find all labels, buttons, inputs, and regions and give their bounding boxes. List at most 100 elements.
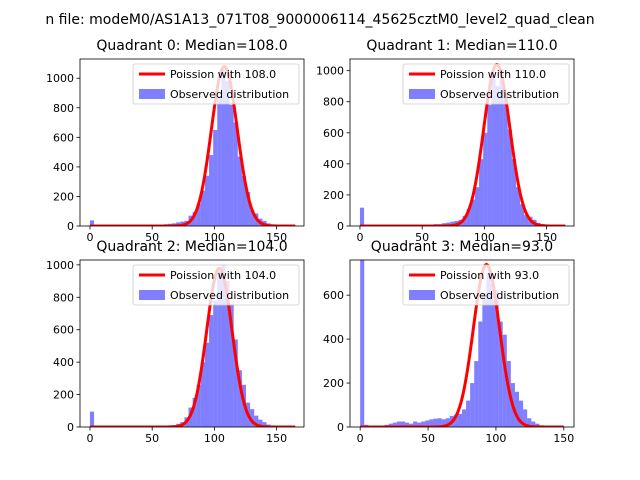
hist-bar [258, 419, 263, 427]
x-tick-label: 100 [485, 432, 506, 445]
legend-label-poisson: Poission with 110.0 [440, 68, 546, 81]
hist-bar [262, 422, 267, 427]
hist-bar [487, 104, 492, 226]
hist-bar [237, 156, 242, 226]
hist-bar [225, 81, 230, 226]
x-tick-label: 50 [145, 432, 159, 445]
hist-bar [417, 422, 422, 427]
poisson-curve [89, 64, 296, 226]
plot-area [360, 260, 564, 427]
x-tick-label: 50 [145, 231, 159, 244]
hist-bar [519, 400, 524, 427]
plot-area [89, 264, 296, 427]
hist-bar [503, 93, 508, 226]
hist-bar [200, 190, 205, 226]
x-tick-label: 150 [266, 432, 287, 445]
legend: Poission with 108.0 Observed distribution [132, 63, 300, 105]
hist-bar [495, 86, 500, 226]
hist-bar [241, 175, 247, 226]
hist-bar [499, 69, 504, 226]
subplot-quadrant-0: 0 50 100 150 0 200 400 600 800 1000 Quadrant 0: Me… [46, 38, 305, 244]
hist-bar [491, 76, 496, 226]
legend-label-observed: Observed distribution [440, 289, 559, 302]
x-tick-label: 50 [421, 432, 435, 445]
hist-bar [520, 204, 525, 226]
y-tick-label: 800 [53, 291, 74, 304]
hist-bar [483, 132, 488, 226]
hist-bar [433, 418, 438, 427]
hist-bar [494, 290, 499, 427]
legend-label-observed: Observed distribution [170, 88, 289, 101]
hist-bar [453, 414, 458, 427]
hist-bar [246, 192, 251, 226]
y-tick-label: 0 [337, 421, 344, 434]
hist-bar [486, 273, 491, 427]
subplot-title: Quadrant 0: Median=108.0 [96, 38, 287, 54]
x-tick-label: 100 [204, 432, 225, 445]
hist-bar [441, 419, 446, 427]
x-tick-label: 150 [553, 432, 574, 445]
hist-bar [400, 421, 405, 427]
hist-bar [204, 342, 210, 427]
hist-bar [531, 421, 536, 427]
poisson-curve [89, 266, 296, 427]
x-tick-label: 150 [536, 231, 557, 244]
hist-bar [250, 409, 255, 427]
hist-bar [200, 362, 205, 427]
subplot-title: Quadrant 1: Median=110.0 [366, 38, 557, 54]
y-tick-label: 1000 [46, 72, 74, 85]
hist-bar [89, 220, 95, 226]
legend-box [402, 63, 570, 105]
hist-bar [445, 418, 450, 427]
legend-swatch-observed [139, 89, 165, 99]
hist-bar [213, 129, 218, 226]
legend-swatch-observed [409, 89, 435, 99]
axes-frame [349, 58, 575, 227]
hist-bar [409, 423, 414, 427]
figure-suptitle: n file: modeM0/AS1A13_071T08_9000006114_… [45, 12, 594, 28]
hist-bar [233, 339, 238, 427]
hist-bar [196, 384, 201, 427]
subplot-title: Quadrant 2: Median=104.0 [96, 239, 287, 255]
hist-bar [176, 222, 181, 226]
hist-bar [446, 222, 451, 226]
y-tick-label: 800 [53, 102, 74, 115]
hist-bar [229, 303, 234, 427]
legend: Poission with 93.0 Observed distribution [402, 264, 570, 306]
hist-bar [192, 211, 197, 226]
legend: Poission with 110.0 Observed distribution [402, 63, 570, 105]
hist-bar [233, 122, 238, 226]
hist-bar [450, 221, 455, 226]
legend-label-observed: Observed distribution [440, 88, 559, 101]
hist-bar [535, 423, 540, 427]
subplot-quadrant-2: 0 50 100 150 0 200 400 600 800 1000 Quadrant 2: Me… [46, 239, 305, 445]
hist-bar [490, 284, 495, 427]
legend-label-poisson: Poission with 108.0 [170, 68, 276, 81]
hist-bar [478, 321, 483, 427]
subplot-quadrant-1: 0 50 100 150 0 200 400 600 800 1000 Quadrant 1: Me… [316, 38, 575, 244]
y-tick-label: 200 [323, 189, 344, 202]
hist-bar [462, 409, 467, 427]
hist-bar [514, 391, 520, 427]
hist-bar [404, 422, 410, 427]
y-tick-label: 600 [323, 127, 344, 140]
hist-bar [89, 411, 95, 427]
legend-swatch-observed [139, 290, 165, 300]
hist-bar [213, 300, 218, 427]
legend-label-poisson: Poission with 93.0 [440, 269, 539, 282]
hist-bar [507, 129, 512, 226]
y-tick-label: 600 [53, 324, 74, 337]
hist-bar [392, 422, 397, 427]
x-tick-label: 100 [474, 231, 495, 244]
x-tick-label: 100 [204, 231, 225, 244]
y-tick-label: 400 [323, 158, 344, 171]
y-tick-label: 200 [53, 190, 74, 203]
plot-area [89, 64, 296, 226]
subplot-quadrant-3: 0 50 100 150 0 200 400 600 Quadrant 3: Median=93… [323, 239, 575, 445]
x-tick-label: 0 [357, 432, 364, 445]
hist-bar [437, 418, 442, 427]
legend-box [132, 63, 300, 105]
hist-bar [470, 383, 475, 427]
hist-bar [196, 203, 201, 226]
